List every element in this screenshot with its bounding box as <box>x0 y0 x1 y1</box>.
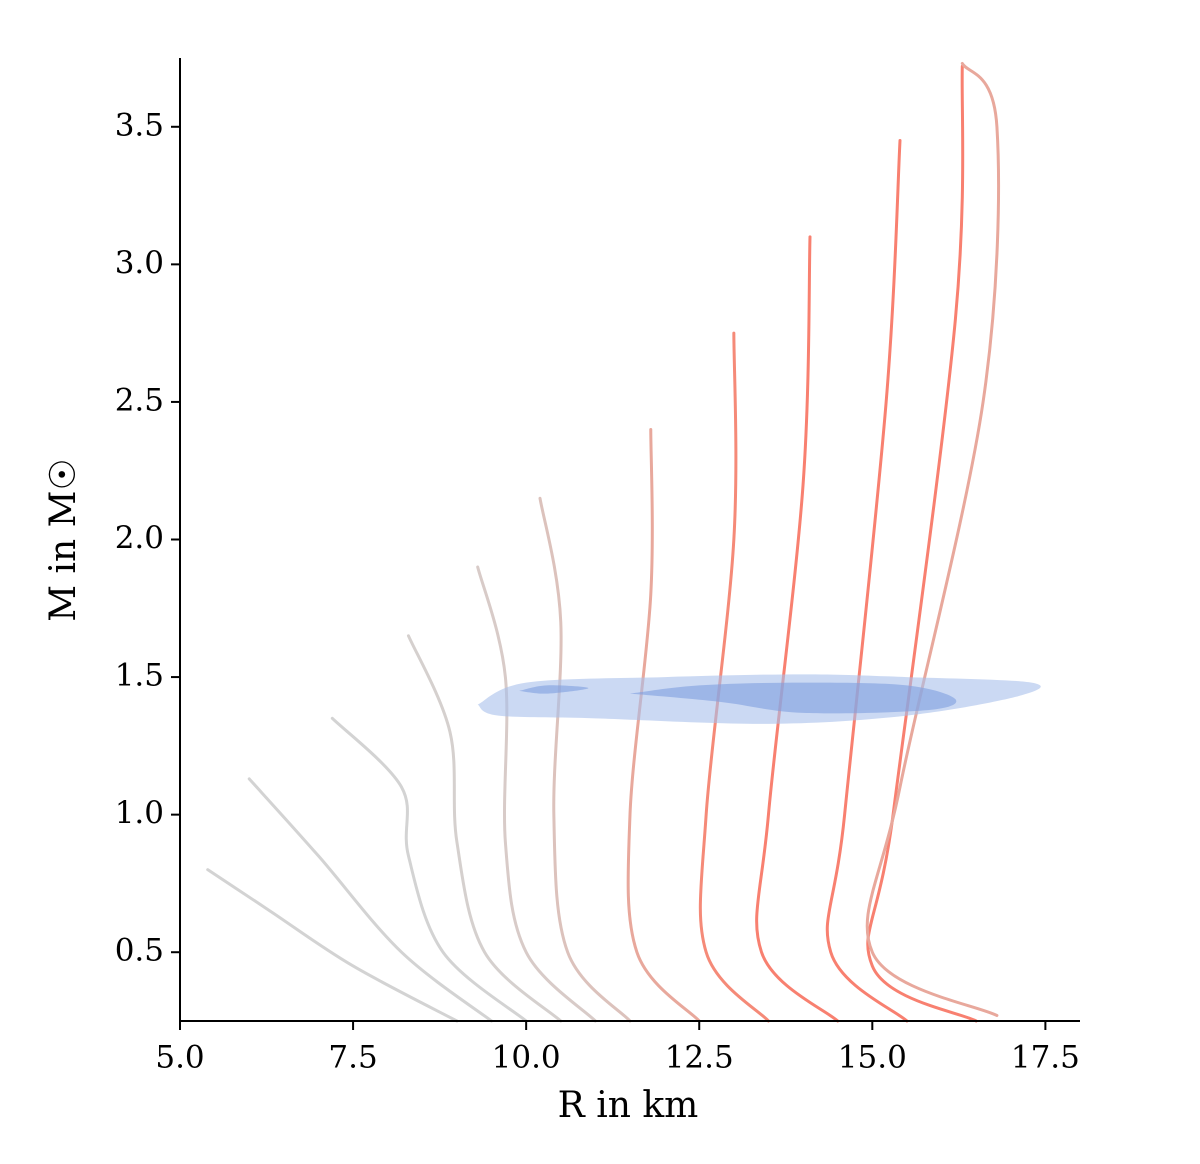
mass-radius-curve <box>825 139 909 1023</box>
y-tick-label: 3.5 <box>115 107 164 143</box>
x-tick-label: 15.0 <box>838 1040 907 1076</box>
y-tick-label: 0.5 <box>115 933 164 969</box>
contour-region <box>519 685 589 694</box>
y-tick-label: 1.0 <box>115 795 164 831</box>
mass-radius-curve <box>626 427 701 1023</box>
y-tick-label: 1.5 <box>115 658 164 694</box>
plot-area <box>206 62 1041 1023</box>
x-tick-label: 10.0 <box>492 1040 561 1076</box>
mass-radius-curve <box>755 235 840 1023</box>
mass-radius-curve <box>698 331 770 1023</box>
y-tick-label: 2.0 <box>115 520 164 556</box>
mass-radius-curve <box>476 565 597 1023</box>
mass-radius-curve <box>866 64 978 1023</box>
mass-radius-curve <box>206 868 459 1023</box>
x-tick-label: 5.0 <box>155 1040 204 1076</box>
contour-region <box>630 682 957 714</box>
y-axis-label: M in M☉ <box>43 458 84 622</box>
x-tick-label: 12.5 <box>665 1040 734 1076</box>
y-tick-label: 2.5 <box>115 382 164 418</box>
mass-radius-curve <box>538 496 632 1023</box>
y-tick-label: 3.0 <box>115 245 164 281</box>
mass-radius-curve <box>406 634 563 1023</box>
x-tick-label: 7.5 <box>328 1040 377 1076</box>
x-tick-label: 17.5 <box>1011 1040 1080 1076</box>
x-axis-label: R in km <box>558 1085 699 1126</box>
mass-radius-curve <box>865 62 1001 1017</box>
mass-radius-curve <box>247 777 494 1023</box>
mass-radius-curve <box>330 716 528 1023</box>
